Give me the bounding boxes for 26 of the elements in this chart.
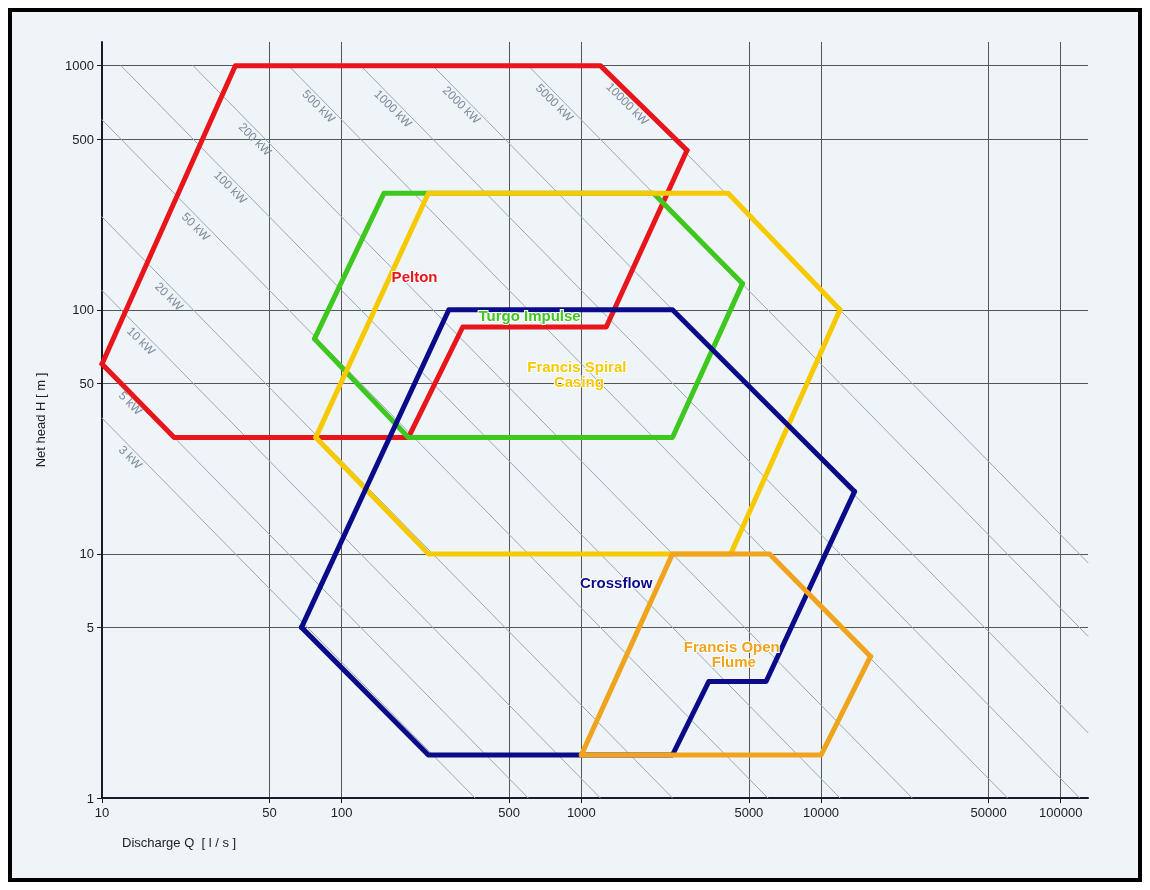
x-tick-label: 100 — [330, 805, 353, 820]
x-tick-label: 5000 — [734, 805, 764, 820]
y-tick-label: 500 — [72, 131, 94, 147]
text: Pelton — [391, 268, 438, 286]
annotation: 50 kW — [178, 209, 214, 245]
x-axis-title: Discharge Q [ l / s ] — [122, 835, 237, 850]
y-tick-label: 5 — [86, 619, 94, 635]
annotation: 200 kW — [235, 119, 275, 160]
annotation: 20 kW — [152, 279, 187, 314]
y-tick-label: 50 — [79, 375, 94, 391]
y-tick-label: 10 — [79, 546, 94, 562]
y-tick-label: 1 — [86, 790, 94, 806]
annotation: 3 kW — [115, 442, 146, 473]
y-tick-label: 100 — [72, 302, 94, 318]
y-axis-title: Net head H [ m ] — [33, 372, 48, 468]
y-tick-label: 1000 — [65, 58, 94, 74]
annotation: 10 kW — [124, 323, 159, 359]
annotation: 5 kW — [115, 388, 146, 419]
x-tick-label: 500 — [498, 805, 521, 820]
x-tick-label: 10000 — [802, 805, 840, 820]
annotation: 500 kW — [299, 86, 339, 127]
x-tick-label: 100000 — [1039, 805, 1083, 820]
x-tick-label: 50000 — [970, 805, 1007, 820]
annotation: 100 kW — [211, 168, 251, 208]
x-tick-label: 1000 — [566, 805, 596, 820]
x-tick-label: 50 — [262, 805, 277, 820]
